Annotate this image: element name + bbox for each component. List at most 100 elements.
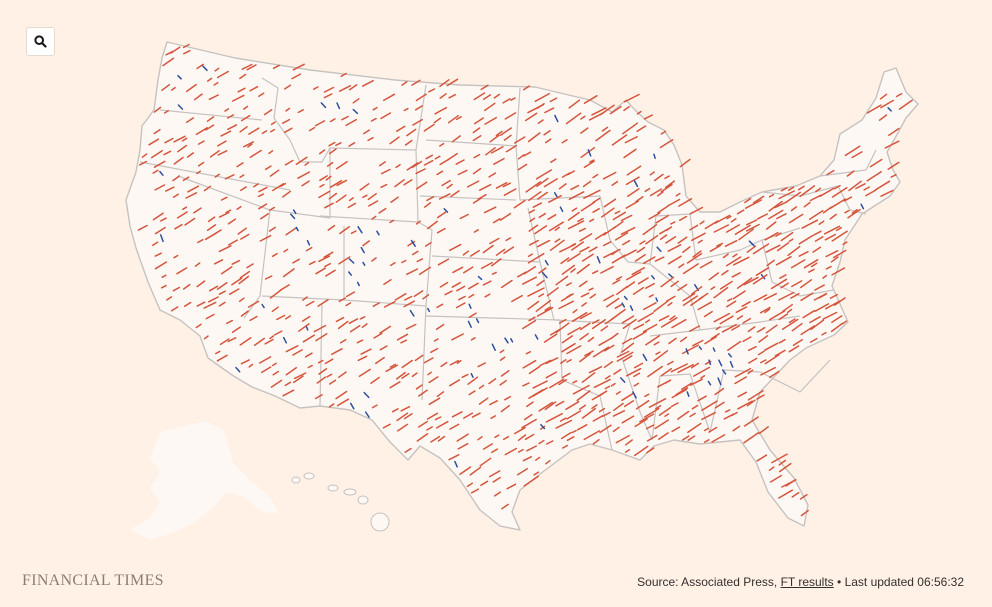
republican-shift-arrow (622, 318, 637, 330)
republican-shift-arrow (778, 338, 786, 344)
republican-shift-arrow (884, 140, 900, 149)
republican-shift-arrow (833, 297, 846, 306)
republican-shift-arrow (480, 480, 489, 487)
republican-shift-arrow (567, 220, 585, 230)
republican-shift-arrow (686, 252, 703, 264)
republican-shift-arrow (824, 233, 837, 241)
republican-shift-arrow (621, 415, 635, 424)
republican-shift-arrow (154, 252, 162, 257)
republican-shift-arrow (604, 375, 611, 380)
republican-shift-arrow (710, 286, 716, 291)
republican-shift-arrow (800, 292, 814, 302)
republican-shift-arrow (561, 264, 576, 275)
republican-shift-arrow (495, 130, 503, 137)
republican-shift-arrow (851, 208, 858, 214)
republican-shift-arrow (682, 295, 699, 306)
zoom-search-button[interactable] (26, 27, 55, 56)
republican-shift-arrow (243, 105, 249, 110)
republican-shift-arrow (348, 197, 354, 202)
republican-shift-arrow (239, 337, 252, 346)
republican-shift-arrow (176, 267, 188, 275)
republican-shift-arrow (154, 226, 166, 235)
republican-shift-arrow (548, 221, 565, 232)
republican-shift-arrow (285, 226, 298, 236)
republican-shift-arrow (778, 459, 787, 466)
republican-shift-arrow (434, 106, 448, 115)
republican-shift-arrow (890, 173, 897, 178)
republican-shift-arrow (769, 474, 783, 483)
republican-shift-arrow (176, 211, 188, 219)
republican-shift-arrow (362, 194, 368, 199)
republican-shift-arrow (439, 281, 449, 288)
republican-shift-arrow (611, 250, 618, 256)
republican-shift-arrow (788, 238, 794, 243)
republican-shift-arrow (226, 319, 234, 325)
republican-shift-arrow (726, 215, 732, 220)
republican-shift-arrow (268, 150, 274, 155)
republican-shift-arrow (682, 263, 699, 275)
republican-shift-arrow (272, 370, 280, 376)
republican-shift-arrow (428, 397, 441, 406)
republican-shift-arrow (689, 412, 696, 418)
republican-shift-arrow (468, 390, 476, 396)
republican-shift-arrow (449, 243, 462, 252)
republican-shift-arrow (744, 199, 763, 209)
republican-shift-arrow (401, 359, 413, 369)
republican-shift-arrow (536, 239, 551, 248)
republican-shift-arrow (832, 249, 847, 259)
republican-shift-arrow (317, 298, 329, 307)
republican-shift-arrow (457, 169, 468, 176)
republican-shift-arrow (701, 400, 718, 412)
republican-shift-arrow (437, 435, 446, 442)
republican-shift-arrow (664, 413, 670, 417)
republican-shift-arrow (249, 149, 262, 159)
republican-shift-arrow (446, 78, 459, 87)
hawaii-outline (291, 472, 390, 532)
republican-shift-arrow (362, 79, 374, 87)
republican-shift-arrow (449, 379, 461, 387)
republican-shift-arrow (325, 269, 336, 277)
republican-shift-arrow (642, 224, 658, 236)
democratic-shift-arrow (621, 302, 626, 308)
democratic-shift-arrow (363, 391, 370, 399)
republican-shift-arrow (581, 253, 594, 262)
republican-shift-arrow (722, 253, 729, 259)
republican-shift-arrow (172, 175, 181, 182)
democratic-shift-arrow (587, 149, 592, 157)
republican-shift-arrow (591, 270, 599, 275)
republican-shift-arrow (356, 339, 364, 344)
republican-shift-arrow (612, 426, 620, 433)
republican-shift-arrow (328, 141, 336, 147)
republican-shift-arrow (555, 275, 569, 286)
republican-shift-arrow (742, 317, 752, 324)
republican-shift-arrow (414, 354, 424, 362)
republican-shift-arrow (430, 347, 439, 354)
republican-shift-arrow (424, 241, 432, 247)
republican-shift-arrow (742, 336, 752, 343)
republican-shift-arrow (529, 217, 536, 222)
republican-shift-arrow (319, 183, 325, 188)
republican-shift-arrow (680, 336, 688, 343)
republican-shift-arrow (307, 364, 313, 369)
republican-shift-arrow (591, 107, 607, 116)
republican-shift-arrow (708, 426, 718, 433)
republican-shift-arrow (513, 199, 526, 209)
republican-shift-arrow (436, 170, 444, 176)
ft-results-link[interactable]: FT results (780, 575, 834, 589)
republican-shift-arrow (270, 128, 276, 133)
republican-shift-arrow (621, 337, 633, 345)
republican-shift-arrow (395, 163, 401, 169)
republican-shift-arrow (292, 349, 303, 356)
republican-shift-arrow (318, 149, 326, 155)
republican-shift-arrow (623, 148, 637, 159)
republican-shift-arrow (371, 257, 377, 262)
republican-shift-arrow (565, 282, 572, 287)
republican-shift-arrow (348, 142, 356, 147)
republican-shift-arrow (625, 367, 642, 377)
republican-shift-arrow (173, 156, 184, 165)
republican-shift-arrow (555, 322, 570, 334)
democratic-shift-arrow (887, 107, 892, 112)
republican-shift-arrow (565, 293, 572, 299)
republican-shift-arrow (558, 300, 574, 310)
republican-shift-arrow (503, 246, 515, 254)
